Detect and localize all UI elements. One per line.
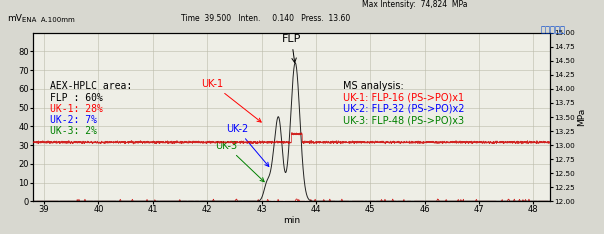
Text: UK-3: 2%: UK-3: 2%	[50, 126, 97, 136]
X-axis label: min: min	[283, 216, 300, 225]
Text: UK-1: FLP-16 (PS->PO)x1: UK-1: FLP-16 (PS->PO)x1	[343, 93, 464, 103]
Text: UK-3: UK-3	[215, 141, 264, 182]
Text: UK-2: FLP-32 (PS->PO)x2: UK-2: FLP-32 (PS->PO)x2	[343, 104, 464, 114]
Text: UK-1: UK-1	[202, 79, 261, 122]
Text: Time  39.500   Inten.     0.140   Press.  13.60: Time 39.500 Inten. 0.140 Press. 13.60	[181, 14, 350, 23]
Text: FLP : 60%: FLP : 60%	[50, 93, 103, 103]
Text: MS analysis:: MS analysis:	[343, 81, 404, 91]
Text: UK-2: 7%: UK-2: 7%	[50, 115, 97, 125]
Text: ENA  A.100mm: ENA A.100mm	[22, 17, 74, 23]
Text: Max Intensity:  74,824  MPa: Max Intensity: 74,824 MPa	[362, 0, 468, 9]
Text: ポンプ圧力: ポンプ圧力	[541, 26, 565, 35]
Y-axis label: MPa: MPa	[577, 108, 586, 126]
Text: UK-3: FLP-48 (PS->PO)x3: UK-3: FLP-48 (PS->PO)x3	[343, 115, 464, 125]
Text: UK-1: 28%: UK-1: 28%	[50, 104, 103, 114]
Text: FLP: FLP	[281, 34, 301, 63]
Text: mV: mV	[7, 14, 22, 23]
Text: AEX-HPLC area:: AEX-HPLC area:	[50, 81, 132, 91]
Text: UK-2: UK-2	[226, 124, 269, 166]
